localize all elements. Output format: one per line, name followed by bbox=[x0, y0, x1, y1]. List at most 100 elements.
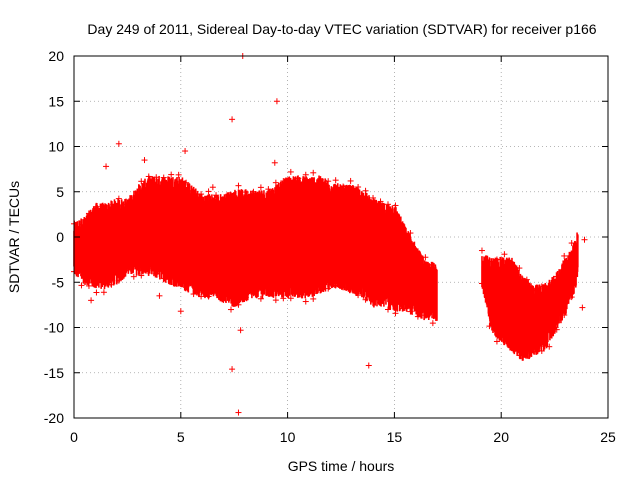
sdtvar-band2-edge-point bbox=[538, 283, 545, 290]
sdtvar-band-edge-point bbox=[355, 184, 362, 191]
sdtvar-band2-edge-point bbox=[546, 283, 553, 290]
y-tick-label: -20 bbox=[44, 410, 64, 426]
sdtvar-band-edge-point bbox=[227, 306, 234, 313]
sdtvar-band-edge-point bbox=[242, 189, 249, 196]
outlier-point bbox=[115, 140, 122, 147]
outlier-point bbox=[581, 236, 588, 243]
sdtvar-band-edge-point bbox=[287, 168, 294, 175]
sdtvar-band-edge-point bbox=[310, 295, 317, 302]
sdtvar-band-edge-point bbox=[340, 284, 347, 291]
sdtvar-band-edge-point bbox=[130, 273, 137, 280]
sdtvar-band-edge-point bbox=[265, 186, 272, 193]
x-tick-label: 5 bbox=[177, 429, 185, 445]
y-tick-label: 10 bbox=[48, 139, 64, 155]
outlier-point bbox=[229, 366, 236, 373]
sdtvar-band2-edge-point bbox=[501, 337, 508, 344]
outlier-point bbox=[177, 308, 184, 315]
sdtvar-band-edge-point bbox=[235, 182, 242, 189]
x-tick-label: 25 bbox=[600, 429, 616, 445]
sdtvar-band-edge-point bbox=[325, 178, 332, 185]
sdtvar-band-edge-point bbox=[362, 296, 369, 303]
outlier-point bbox=[273, 98, 280, 105]
sdtvar-band-edge-point bbox=[227, 191, 234, 198]
sdtvar-band-edge-point bbox=[213, 192, 220, 199]
sdtvar-band-edge-point bbox=[295, 290, 302, 297]
sdtvar-band-edge-point bbox=[138, 272, 145, 279]
sdtvar-band2-edge-point bbox=[486, 323, 493, 330]
sdtvar-band-edge-point bbox=[242, 294, 249, 301]
sdtvar-band-edge-point bbox=[422, 254, 429, 261]
sdtvar-band-edge-point bbox=[317, 176, 324, 183]
sdtvar-band-edge-point bbox=[302, 298, 309, 305]
sdtvar-band-edge-point bbox=[93, 289, 100, 296]
sdtvar-band2-edge-point bbox=[523, 349, 530, 356]
sdtvar-band-edge-point bbox=[370, 298, 377, 305]
sdtvar-band2-edge-point bbox=[561, 312, 568, 319]
sdtvar-band2-edge-point bbox=[508, 343, 515, 350]
sdtvar-band-edge-point bbox=[175, 279, 182, 286]
y-tick-label: -10 bbox=[44, 320, 64, 336]
sdtvar-band-edge-point bbox=[78, 221, 85, 228]
outlier-point bbox=[103, 163, 110, 170]
sdtvar-band-edge-point bbox=[115, 277, 122, 284]
sdtvar-band-edge-point bbox=[370, 194, 377, 201]
sdtvar-band2-edge-point bbox=[486, 258, 493, 265]
sdtvar-band-edge-point bbox=[108, 281, 115, 288]
sdtvar-band-edge-point bbox=[332, 177, 339, 184]
sdtvar-band-edge-point bbox=[168, 171, 175, 178]
sdtvar-band-edge-point bbox=[392, 202, 399, 209]
y-axis-title: SDTVAR / TECUs bbox=[6, 181, 22, 293]
sdtvar-band-edge-point bbox=[399, 224, 406, 231]
y-tick-label: -15 bbox=[44, 365, 64, 381]
sdtvar-band-edge-point bbox=[429, 320, 436, 327]
sdtvar-band2-edge-point bbox=[516, 352, 523, 359]
sdtvar-band-edge-point bbox=[205, 293, 212, 300]
sdtvar-band-edge-point bbox=[198, 191, 205, 198]
y-tick-label: 15 bbox=[48, 93, 64, 109]
sdtvar-band-edge-point bbox=[250, 188, 257, 195]
sdtvar-band-edge-point bbox=[287, 295, 294, 302]
sdtvar-band-edge-point bbox=[100, 289, 107, 296]
sdtvar-band-edge-point bbox=[145, 173, 152, 180]
sdtvar-band2-edge-point bbox=[568, 294, 575, 301]
sdtvar-band-edge-point bbox=[85, 210, 92, 217]
sdtvar-band-edge-point bbox=[377, 198, 384, 205]
y-tick-label: 20 bbox=[48, 48, 64, 64]
sdtvar-band-edge-point bbox=[332, 282, 339, 289]
sdtvar-band-edge-point bbox=[340, 183, 347, 190]
sdtvar-band-edge-point bbox=[220, 196, 227, 203]
sdtvar-band-edge-point bbox=[175, 171, 182, 178]
chart-title: Day 249 of 2011, Sidereal Day-to-day VTE… bbox=[87, 21, 596, 37]
y-tick-label: 0 bbox=[56, 229, 64, 245]
y-tick-label: 5 bbox=[56, 184, 64, 200]
sdtvar-band-edge-point bbox=[168, 276, 175, 283]
sdtvar-band-edge-point bbox=[190, 190, 197, 197]
sdtvar-band-edge-point bbox=[317, 287, 324, 294]
sdtvar-band-edge-point bbox=[310, 169, 317, 176]
sdtvar-band-edge-point bbox=[145, 269, 152, 276]
sdtvar-band-edge-point bbox=[130, 194, 137, 201]
sdtvar-band-edge-point bbox=[414, 313, 421, 320]
sdtvar-band-edge-point bbox=[153, 174, 160, 181]
sdtvar-band2-edge-point bbox=[516, 265, 523, 272]
sdtvar-band-edge-point bbox=[213, 289, 220, 296]
sdtvar-band-edge-point bbox=[205, 188, 212, 195]
sdtvar-band-edge-point bbox=[138, 178, 145, 185]
sdtvar-band-edge-point bbox=[429, 261, 436, 268]
sdtvar-band-edge-point bbox=[250, 290, 257, 297]
sdtvar-band-edge-point bbox=[399, 305, 406, 312]
sdtvar-band-edge-point bbox=[220, 296, 227, 303]
sdtvar-band-edge-point bbox=[93, 203, 100, 210]
sdtvar-band-edge-point bbox=[272, 297, 279, 304]
data-layer bbox=[71, 53, 588, 416]
sdtvar-band2-edge-point bbox=[508, 260, 515, 267]
x-tick-label: 0 bbox=[70, 429, 78, 445]
sdtvar-band2-edge-point bbox=[493, 338, 500, 345]
sdtvar-band-edge-point bbox=[280, 178, 287, 185]
sdtvar-band2-edge-point bbox=[546, 343, 553, 350]
sdtvar-band-edge-point bbox=[123, 201, 130, 208]
tick-layer: 0 5 10 15 20 25 -20 -15 -10 -5 0 5 10 15 20 bbox=[44, 48, 616, 445]
sdtvar-band2-edge-point bbox=[538, 347, 545, 354]
sdtvar-band-edge-point bbox=[78, 282, 85, 289]
